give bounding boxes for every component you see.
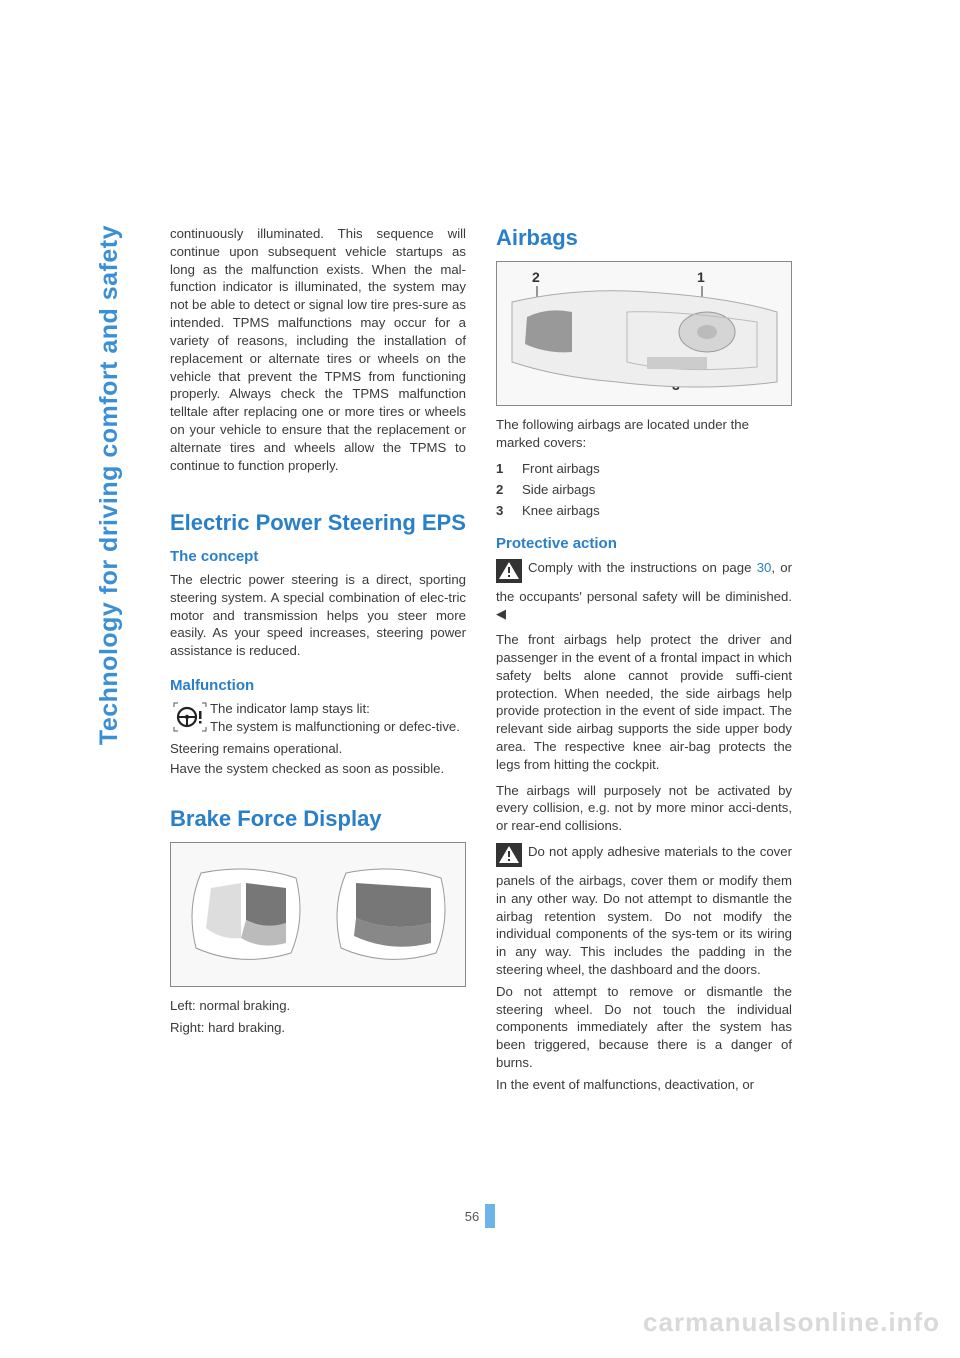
airbags-intro: The following airbags are located under …	[496, 416, 792, 452]
warning-icon	[496, 559, 522, 583]
svg-text:2: 2	[532, 269, 540, 285]
airbags-figure: 2 1 3	[496, 261, 792, 406]
protective-para-2: The airbags will purposely not be activa…	[496, 782, 792, 835]
item-label: Front airbags	[522, 460, 600, 478]
item-label: Side airbags	[522, 481, 595, 499]
page-number-area: 56	[0, 1204, 960, 1228]
brake-right-text: Right: hard braking.	[170, 1019, 466, 1037]
protective-action-heading: Protective action	[496, 534, 792, 554]
brake-heading: Brake Force Display	[170, 806, 466, 832]
page: Technology for driving comfort and safet…	[0, 0, 960, 1358]
airbag-item-1: 1 Front airbags	[496, 460, 792, 478]
left-column: continuously illuminated. This sequence …	[170, 225, 466, 1102]
warning-icon	[496, 843, 522, 867]
malfunction-icon-text: The indicator lamp stays lit: The system…	[210, 700, 466, 736]
section-side-label: Technology for driving comfort and safet…	[95, 225, 124, 745]
page-number: 56	[465, 1209, 479, 1228]
malfunction-heading: Malfunction	[170, 676, 466, 696]
item-num: 3	[496, 502, 522, 520]
watermark: carmanualsonline.info	[643, 1307, 940, 1338]
malfunction-line1: The indicator lamp stays lit:	[210, 701, 370, 716]
airbag-item-2: 2 Side airbags	[496, 481, 792, 499]
page-ref-link[interactable]: 30	[757, 560, 772, 575]
warn2-text: Do not apply adhesive materials to the c…	[496, 844, 792, 977]
protective-warning-2c: In the event of malfunctions, deactivati…	[496, 1076, 792, 1094]
concept-heading: The concept	[170, 547, 466, 567]
protective-para-1: The front airbags help protect the drive…	[496, 631, 792, 774]
concept-text: The electric power steering is a direct,…	[170, 571, 466, 660]
content-columns: continuously illuminated. This sequence …	[170, 225, 855, 1102]
brake-left-text: Left: normal braking.	[170, 997, 466, 1015]
right-column: Airbags 2 1 3 The fo	[496, 225, 792, 1102]
item-label: Knee airbags	[522, 502, 600, 520]
item-num: 1	[496, 460, 522, 478]
airbags-heading: Airbags	[496, 225, 792, 251]
svg-text:1: 1	[697, 269, 705, 285]
warn1-a: Comply with the instructions on page	[528, 560, 757, 575]
eps-heading: Electric Power Steering EPS	[170, 510, 466, 536]
brake-force-figure	[170, 842, 466, 987]
protective-warning-2b: Do not attempt to remove or dismantle th…	[496, 983, 792, 1072]
malfunction-line4: Have the system checked as soon as possi…	[170, 760, 466, 778]
malfunction-indicator-row: The indicator lamp stays lit: The system…	[170, 700, 466, 736]
protective-warning-2: Do not apply adhesive materials to the c…	[496, 843, 792, 979]
steering-warning-icon	[170, 700, 210, 732]
end-marker-icon: ◀	[496, 606, 506, 621]
protective-warning-1: Comply with the instructions on page 30,…	[496, 559, 792, 623]
item-num: 2	[496, 481, 522, 499]
malfunction-line3: Steering remains operational.	[170, 740, 466, 758]
malfunction-line2: The system is malfunctioning or defec-ti…	[210, 719, 460, 734]
page-marker-bar	[485, 1204, 495, 1228]
tpms-paragraph: continuously illuminated. This sequence …	[170, 225, 466, 474]
airbag-item-3: 3 Knee airbags	[496, 502, 792, 520]
